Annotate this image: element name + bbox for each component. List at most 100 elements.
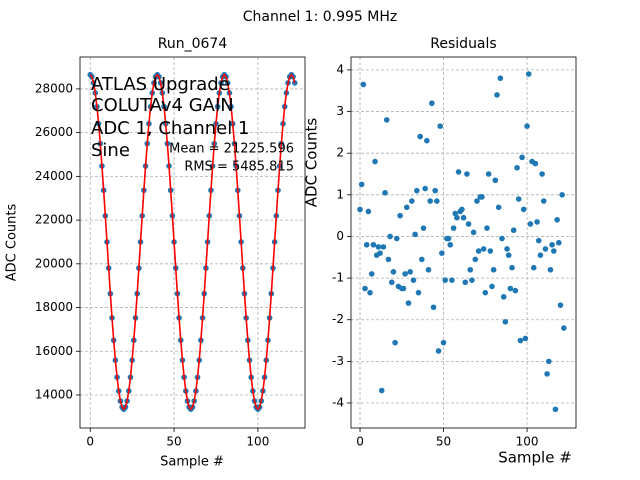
data-point <box>375 244 382 250</box>
data-point <box>455 169 462 175</box>
y-tick-label: -4 <box>332 396 344 410</box>
data-point <box>402 271 408 277</box>
data-point <box>502 319 509 325</box>
data-point <box>454 214 460 221</box>
data-point <box>514 164 520 171</box>
data-point <box>544 371 550 377</box>
x-tick-label: 100 <box>516 435 539 449</box>
axes-title: Residuals <box>430 36 496 52</box>
annotation: Mean = 21225.596 <box>169 142 294 157</box>
data-point <box>484 225 490 231</box>
annotation: ADC 1, Channel 1 <box>91 118 249 139</box>
data-point <box>362 285 368 292</box>
data-point <box>445 235 452 242</box>
axes: 0 50 100 -4 -3 -2 -1 0 1 2 3 4 Residuals Sample # ADC … <box>303 36 577 467</box>
data-point <box>505 252 512 258</box>
y-tick-label: 14000 <box>35 387 73 401</box>
y-tick-label: -3 <box>332 354 344 368</box>
data-point <box>397 212 403 219</box>
data-point <box>415 289 422 296</box>
data-point <box>380 244 387 250</box>
data-point <box>365 208 372 215</box>
data-point <box>387 233 393 240</box>
data-point <box>390 269 397 275</box>
y-tick-label: -1 <box>332 271 344 285</box>
x-axis-label: Sample # <box>160 455 224 470</box>
data-point <box>539 171 545 177</box>
data-point <box>517 337 524 344</box>
fit-line <box>89 73 296 411</box>
data-point <box>485 171 492 177</box>
data-point <box>522 335 529 342</box>
data-point <box>432 187 438 194</box>
data-point <box>459 206 465 213</box>
data-point <box>393 235 400 242</box>
y-tick-label: 26000 <box>35 125 73 139</box>
annotation: RMS = 5485.815 <box>184 160 294 175</box>
data-point <box>549 241 555 248</box>
y-axis-label: ADC Counts <box>5 204 20 282</box>
data-point <box>489 283 495 290</box>
data-point <box>427 198 433 204</box>
data-point <box>410 277 417 283</box>
data-point <box>494 92 500 98</box>
data-point <box>535 237 542 244</box>
y-axis-label: ADC Counts <box>303 118 321 208</box>
data-point <box>357 206 363 213</box>
data-point <box>510 227 517 234</box>
data-point <box>495 204 502 211</box>
data-point <box>424 137 430 144</box>
y-tick-label: 22000 <box>35 213 73 227</box>
annotation: Sine <box>91 140 130 161</box>
data-point <box>509 264 515 271</box>
data-point <box>545 358 552 365</box>
y-tick-label: 16000 <box>35 344 73 358</box>
data-point <box>512 287 519 294</box>
figure-title: Channel 1: 0.995 MHz <box>243 9 398 25</box>
data-point <box>382 189 388 196</box>
y-tick-label: -2 <box>332 312 344 326</box>
data-point <box>440 339 447 346</box>
data-point <box>378 387 385 394</box>
data-point <box>554 217 560 223</box>
data-point <box>519 154 525 161</box>
data-point <box>388 279 395 286</box>
data-point <box>414 187 420 194</box>
data-point <box>385 256 392 263</box>
data-point <box>437 123 443 129</box>
data-point <box>534 219 540 225</box>
data-point <box>555 239 562 246</box>
data-point <box>492 177 499 184</box>
data-point <box>407 269 413 275</box>
data-point <box>377 250 383 256</box>
data-point <box>479 194 485 200</box>
data-point <box>532 160 539 167</box>
data-point <box>368 271 375 277</box>
axes-frame <box>79 56 306 429</box>
annotation: COLUTAv4 GAIN <box>91 95 234 116</box>
y-tick-label: 20000 <box>35 256 73 270</box>
data-point <box>497 75 504 82</box>
data-point <box>537 252 544 258</box>
data-point <box>474 198 480 204</box>
data-point <box>360 81 367 88</box>
x-tick-label: 0 <box>86 435 94 449</box>
y-tick-label: 18000 <box>35 300 73 314</box>
data-point <box>504 246 510 252</box>
data-point <box>405 300 412 306</box>
data-point <box>439 250 445 256</box>
data-point <box>524 123 530 129</box>
data-point <box>530 264 537 271</box>
data-point <box>291 80 298 86</box>
data-point <box>403 204 410 211</box>
data-point <box>499 235 505 242</box>
data-point <box>561 325 567 331</box>
data-point <box>552 406 559 413</box>
data-point <box>550 248 557 254</box>
y-tick-label: 4 <box>336 62 344 76</box>
data-point <box>367 289 373 296</box>
data-point <box>559 192 565 198</box>
data-point <box>435 348 442 354</box>
